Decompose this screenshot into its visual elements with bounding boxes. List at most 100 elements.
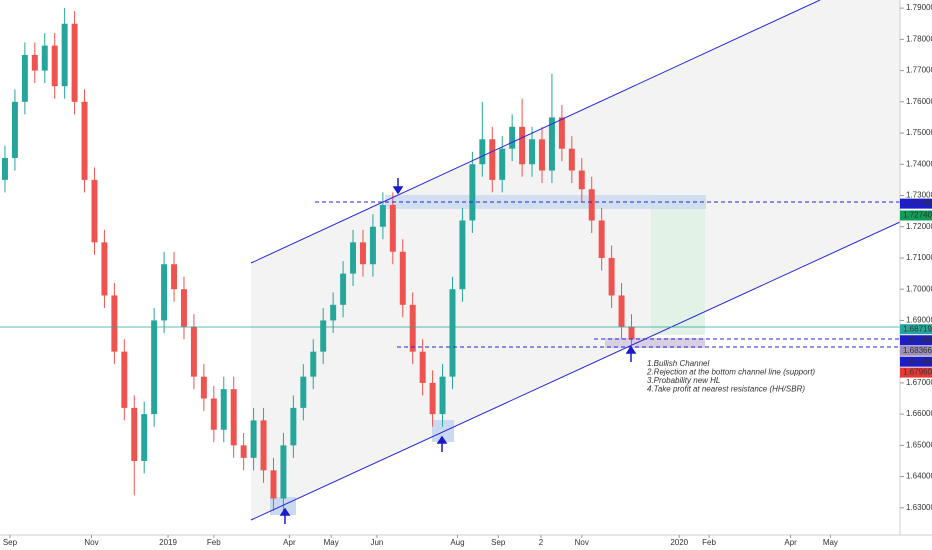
candle-body: [270, 470, 277, 499]
candle-body: [91, 179, 98, 243]
low-zone: [432, 420, 454, 442]
candle-body: [41, 45, 48, 71]
price-label: 1.68366: [903, 346, 932, 355]
y-tick-label: 1.76000: [906, 97, 932, 106]
candle-body: [548, 117, 555, 171]
x-tick-label: May: [324, 538, 339, 547]
target-zone: [651, 195, 705, 335]
candle-body: [519, 126, 526, 165]
candle-body: [290, 407, 297, 446]
x-tick-label: 2: [539, 538, 544, 547]
candle-body: [598, 220, 605, 258]
candle-body: [51, 45, 58, 87]
y-tick-label: 1.67000: [906, 378, 932, 387]
candle-body: [111, 295, 118, 352]
candle-body: [180, 289, 187, 327]
candle-body: [21, 54, 28, 102]
channel-upper: [250, 0, 821, 264]
y-tick-label: 1.75000: [906, 128, 932, 137]
price-label-bg: [900, 324, 932, 335]
y-tick-label: 1.70000: [906, 284, 932, 293]
candle-body: [509, 126, 516, 149]
annotation: 3.Probability new HL: [647, 376, 720, 385]
candle-body: [389, 204, 396, 252]
x-tick-label: Nov: [575, 538, 589, 547]
candle-body: [101, 242, 108, 296]
candle-body: [340, 273, 347, 305]
price-label: 1.68060: [903, 357, 932, 366]
x-tick-label: 2020: [670, 538, 688, 547]
candle-body: [161, 264, 168, 321]
candle-body: [121, 351, 128, 408]
y-tick-label: 1.69000: [906, 316, 932, 325]
y-tick-label: 1.73000: [906, 191, 932, 200]
candle-body: [200, 376, 207, 399]
candle-body: [539, 139, 545, 171]
annotation: 4.Take profit at nearest resistance (HH/…: [647, 385, 805, 394]
candle-body: [61, 23, 68, 87]
x-tick-label: Aug: [450, 538, 464, 547]
x-tick-label: 2019: [159, 538, 177, 547]
price-label: 1.72740: [903, 211, 932, 220]
candle-body: [628, 326, 635, 340]
candle-body: [220, 389, 227, 430]
candle-body: [11, 101, 18, 159]
candle-body: [320, 320, 327, 352]
price-label: 1.68366: [903, 335, 932, 344]
y-tick-label: 1.78000: [906, 34, 932, 43]
candle-body: [449, 289, 456, 377]
candle-body: [81, 101, 88, 180]
candle-body: [469, 164, 476, 221]
candle-body: [399, 251, 406, 305]
candle-body: [529, 139, 536, 165]
x-tick-label: Feb: [702, 538, 716, 547]
candle-body: [310, 351, 317, 377]
candle-body: [141, 414, 148, 461]
y-tick-label: 1.72000: [906, 222, 932, 231]
candle-body: [131, 407, 138, 461]
candle-body: [190, 326, 197, 377]
y-tick-label: 1.71000: [906, 253, 932, 262]
candle-body: [608, 257, 615, 296]
candle-body: [71, 23, 78, 102]
candle-body: [1, 158, 8, 180]
arrows: [279, 178, 637, 524]
candle-body: [379, 204, 386, 227]
resistance-zone: [385, 195, 706, 209]
price-label-bg: [900, 198, 932, 209]
candle-body: [369, 226, 376, 265]
x-tick-label: Sep: [491, 538, 506, 547]
channel-fill: [251, 0, 900, 520]
candle-body: [330, 304, 337, 321]
candle-body: [360, 242, 366, 265]
candle-body: [240, 445, 247, 458]
price-label: 1.67960: [903, 368, 932, 377]
candle-body: [568, 148, 575, 171]
x-tick-label: Jun: [370, 538, 383, 547]
x-tick-label: Apr: [283, 538, 296, 547]
candle-body: [280, 445, 287, 499]
candle-body: [499, 148, 506, 180]
price-label-bg: [900, 210, 932, 221]
annotation: 2.Rejection at the bottom channel line (…: [646, 368, 815, 377]
y-tick-label: 1.66000: [906, 409, 932, 418]
y-tick-label: 1.64000: [906, 472, 932, 481]
price-label: 1.68719: [903, 324, 932, 333]
candle-body: [210, 398, 217, 430]
x-tick-label: Nov: [84, 538, 98, 547]
candle-body: [350, 242, 357, 274]
price-label-bg: [900, 345, 932, 356]
candle-body: [230, 389, 237, 446]
annotation: 1.Bullish Channel: [647, 359, 709, 368]
candle-body: [429, 382, 436, 415]
y-tick-label: 1.63000: [906, 503, 932, 512]
candle-body: [439, 376, 446, 415]
candle-body: [300, 376, 307, 408]
candle-body: [250, 420, 257, 458]
candle-body: [588, 189, 595, 221]
candle-body: [151, 320, 158, 415]
candle-body: [31, 54, 38, 71]
y-tick-label: 1.65000: [906, 440, 932, 449]
y-tick-label: 1.79000: [906, 3, 932, 12]
